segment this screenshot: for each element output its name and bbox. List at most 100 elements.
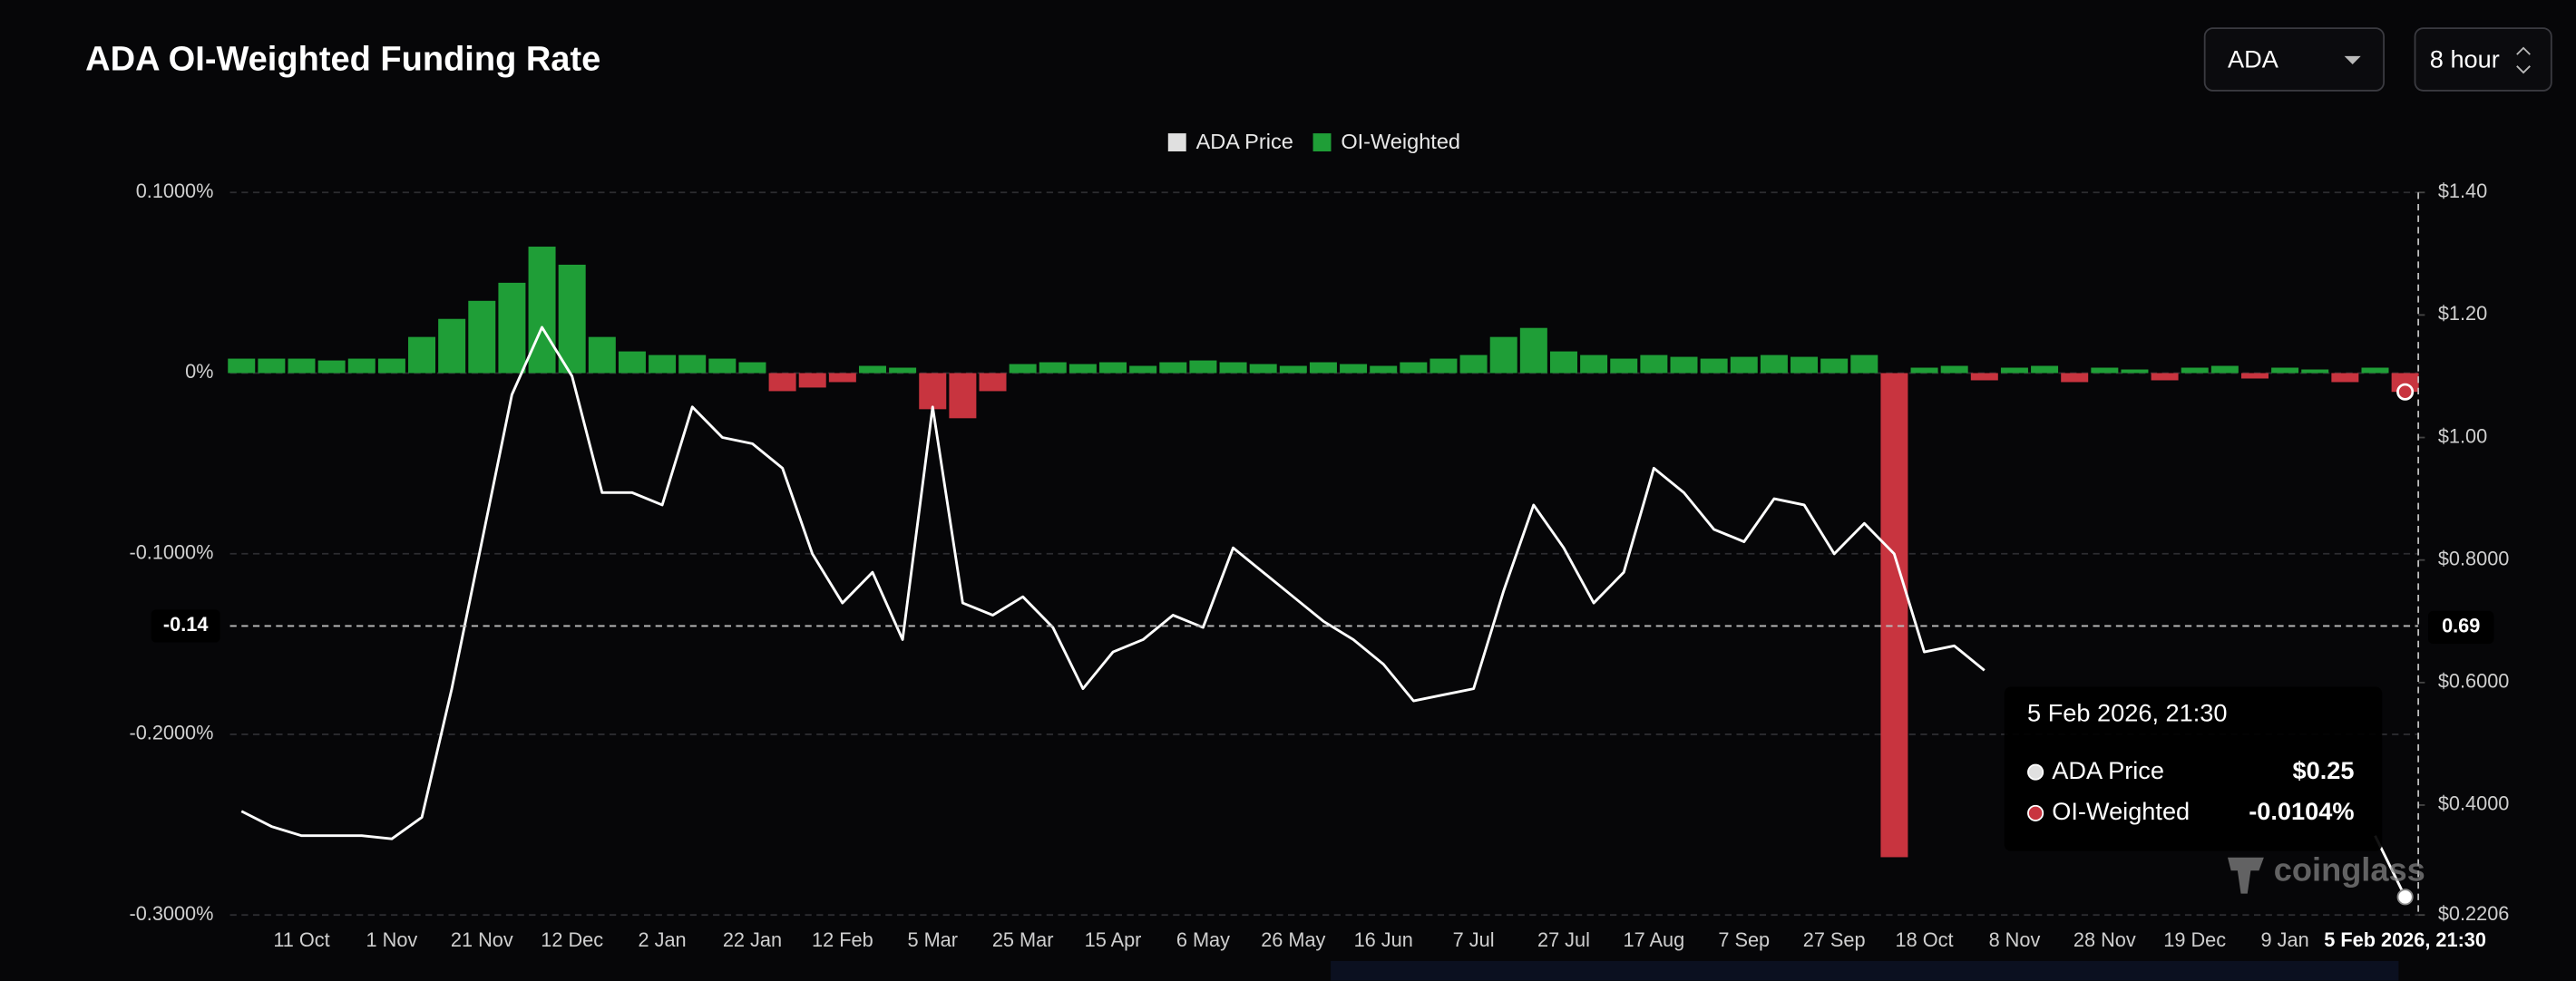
funding-bar [2240,373,2269,379]
funding-bar [1519,327,1547,374]
select-box[interactable] [2414,27,2552,92]
symbol-select[interactable]: ADA [2203,27,2385,92]
funding-bar [2301,369,2329,374]
funding-bar [258,358,286,374]
funding-bar [1099,362,1127,374]
funding-bar [1580,355,1608,374]
y-tick-label: -0.2000% [129,722,213,744]
crosshair-y-label: -0.14 [163,613,209,636]
select-text[interactable]: 8 hour [2430,45,2500,73]
funding-bar [1850,355,1878,374]
x-tick-label: 5 Mar [907,928,958,951]
funding-bar [858,365,886,374]
funding-bar [1670,356,1698,374]
x-tick-label: 21 Nov [451,928,513,951]
watermark: coinglass [2274,851,2425,889]
funding-bar [1910,367,1938,374]
legend-label: OI-Weighted [1341,130,1460,153]
y-tick-label: -0.3000% [129,902,213,925]
legend-label: ADA Price [1196,130,1293,153]
funding-bar [1700,358,1728,374]
x-tick-label: 27 Sep [1803,928,1866,951]
crosshair-x-label-bg [2315,926,2496,957]
crosshair-y2-label-bg [2427,610,2494,645]
funding-bar [1489,336,1517,374]
funding-bar [228,358,256,374]
tooltip-dot [2027,763,2044,781]
funding-bar [2210,365,2239,374]
select-text[interactable]: ADA [2228,45,2279,73]
funding-bar [588,336,616,374]
x-tick-label: 27 Jul [1537,928,1590,951]
funding-bar [1039,362,1067,374]
interval-select[interactable]: 8 hour [2414,27,2552,92]
select-caret [2516,46,2531,74]
y-tick-label: 0.1000% [136,180,214,202]
x-tick-label: 19 Dec [2163,928,2226,951]
y-tick-label: 0% [185,360,213,383]
funding-bar [2331,373,2359,383]
select-box[interactable] [2203,27,2385,92]
funding-bar [919,373,947,410]
y2-tick-label: $0.4000 [2438,792,2510,815]
y2-tick-label: $0.2206 [2438,902,2510,925]
legend-swatch [1312,133,1332,151]
x-tick-label: 18 Oct [1896,928,1954,951]
x-tick-label: 15 Apr [1085,928,1142,951]
funding-bar [1068,364,1097,374]
funding-bar [2031,365,2059,374]
funding-bar [798,373,826,388]
crosshair-y2-label: 0.69 [2442,615,2480,637]
y2-tick-label: $0.6000 [2438,670,2510,693]
funding-bar [2091,367,2119,374]
tooltip-name: OI-Weighted [2052,797,2190,825]
funding-bar [1640,355,1668,374]
funding-bar [1309,362,1337,374]
funding-bar [2121,369,2149,374]
funding-bar [2181,367,2209,374]
tooltip-value: -0.0104% [2249,797,2354,825]
funding-bar [2271,367,2299,374]
funding-bar [1189,360,1217,374]
x-tick-label: 12 Dec [541,928,603,951]
bottom-strip [1331,960,2399,981]
funding-bar [347,358,376,374]
funding-bar [528,247,556,374]
funding-bar [1340,364,1368,374]
funding-bar [1219,362,1247,374]
funding-bar [828,373,856,383]
y-tick-label: -0.1000% [129,540,213,563]
funding-bar [618,351,646,374]
funding-bar [1159,362,1187,374]
x-tick-label: 6 May [1176,928,1230,951]
y2-tick-label: $0.8000 [2438,547,2510,569]
funding-bar [1370,365,1398,374]
x-tick-label: 26 May [1261,928,1325,951]
x-tick-label: 7 Jul [1453,928,1495,951]
funding-bar [768,373,796,392]
legend-swatch [1167,133,1186,151]
y2-tick-label: $1.20 [2438,302,2487,325]
price-marker [2396,889,2414,906]
tooltip-name: ADA Price [2052,756,2164,784]
funding-bar [738,362,766,374]
chart-title: ADA OI-Weighted Funding Rate [85,40,600,78]
funding-bar [1970,373,1998,381]
tooltip-value: $0.25 [2293,756,2355,784]
x-tick-label: 8 Nov [1989,928,2041,951]
funding-bar [1009,364,1037,374]
funding-bar [1760,355,1788,374]
x-tick-label: 2 Jan [639,928,687,951]
funding-bar [468,300,496,374]
x-tick-label: 11 Oct [273,928,329,951]
funding-bar [408,336,436,374]
x-tick-label: 22 Jan [723,928,782,951]
funding-bar [1549,351,1577,374]
x-tick-label: 12 Feb [812,928,873,951]
y2-tick-label: $1.40 [2438,180,2487,202]
funding-bar [1880,373,1908,858]
funding-bar [678,355,707,374]
funding-bar [949,373,977,419]
